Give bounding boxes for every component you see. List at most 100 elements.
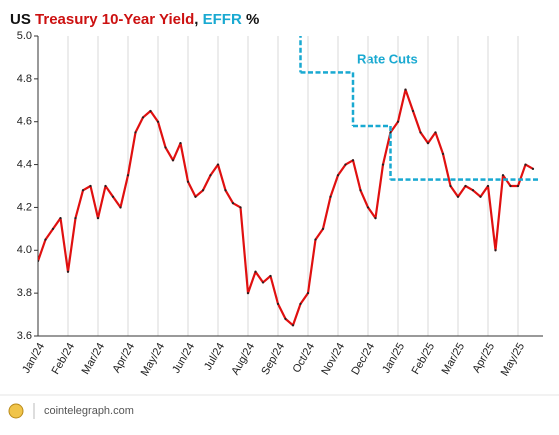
yield-point [194,195,197,198]
yield-point [479,195,482,198]
title-segment: US [10,11,35,28]
yield-point [119,206,122,209]
yield-point [186,180,190,183]
y-tick-label: 4.6 [17,116,32,128]
yield-point [464,184,467,188]
yield-point [449,184,452,188]
annotation: Rate Cuts [357,51,418,66]
x-tick-label: Sep/24 [259,341,287,377]
title-segment: Treasury 10-Year Yield [35,11,194,28]
y-tick-label: 4.0 [17,244,32,256]
yield-point [486,184,490,188]
yield-point [224,189,227,192]
yield-point [216,163,220,166]
y-tick-label: 4.4 [17,158,32,170]
yield-point [396,120,400,123]
yield-point [419,131,422,134]
yield-point [254,270,257,273]
yield-point [89,184,92,188]
yield-point [389,131,392,134]
x-tick-label: Mar/25 [440,341,468,377]
title-segment: % [242,11,260,28]
x-tick-label: Nov/24 [319,341,347,377]
yield-point [471,189,475,192]
yield-point [531,167,535,170]
yield-point [59,217,62,220]
yield-point [201,189,205,192]
yield-point [501,174,505,177]
yield-point [411,109,415,113]
yield-point [426,142,430,145]
x-tick-label: Jul/24 [202,341,227,372]
yield-point [404,88,407,91]
yield-point [329,195,332,198]
x-tick-label: May/24 [139,341,167,378]
yield-point [231,202,235,205]
yield-point [156,120,160,123]
yield-point [104,184,107,188]
yield-point [44,238,47,241]
yield-point [441,152,445,155]
yield-point [164,146,167,149]
yield-point [209,174,212,177]
yield-point [374,217,377,220]
yield-point [434,131,437,134]
yield-point [66,270,70,273]
yield-point [171,159,175,162]
yield-point [456,195,460,198]
x-tick-label: Feb/24 [50,341,78,377]
x-tick-label: Mar/24 [80,341,108,377]
y-tick-label: 3.6 [17,330,32,342]
yield-line [38,88,534,327]
yield-point [509,184,512,188]
yield-point [239,206,242,209]
yield-point [246,292,250,295]
title-segment: EFFR [203,11,242,28]
x-tick-label: Jan/25 [380,341,407,376]
yield-point [81,189,85,192]
yield-point [134,131,137,134]
x-tick-label: May/25 [499,341,527,378]
yield-point [366,206,370,209]
yield-point [516,184,520,188]
x-tick-label: Aug/24 [229,341,257,377]
y-tick-label: 4.2 [17,201,32,213]
yield-point [179,142,182,145]
y-tick-label: 5.0 [17,30,32,42]
yield-point [321,227,325,230]
yield-point [291,324,295,327]
yield-point [351,159,355,162]
yield-point [276,302,280,305]
yield-point [284,317,287,320]
y-tick-label: 3.8 [17,287,32,299]
x-tick-label: Dec/24 [349,341,377,377]
yield-point [261,281,265,284]
yield-point [359,189,362,192]
yield-point [344,163,347,166]
yield-point [524,163,527,166]
x-tick-label: Oct/24 [291,341,318,375]
yield-point [269,274,272,278]
footer-site: cointelegraph.com [44,405,134,417]
yield-point [38,259,40,263]
x-tick-label: Jan/24 [20,341,47,376]
yield-point [96,217,100,220]
x-tick-label: Jun/24 [170,341,197,376]
yield-point [74,217,77,220]
yield-point [126,174,130,177]
plot-area [38,36,541,327]
y-tick-label: 4.8 [17,73,32,85]
x-tick-label: Apr/25 [471,341,498,375]
x-tick-label: Apr/24 [111,341,138,375]
yield-point [494,249,497,252]
title-segment: , [194,11,202,28]
x-tick-label: Feb/25 [410,341,438,377]
footer-logo [8,403,24,419]
yield-point [51,227,55,230]
yield-point [111,195,115,198]
yield-point [336,174,340,177]
yield-point [149,109,152,113]
yield-point [306,292,310,295]
yield-point [381,163,385,166]
